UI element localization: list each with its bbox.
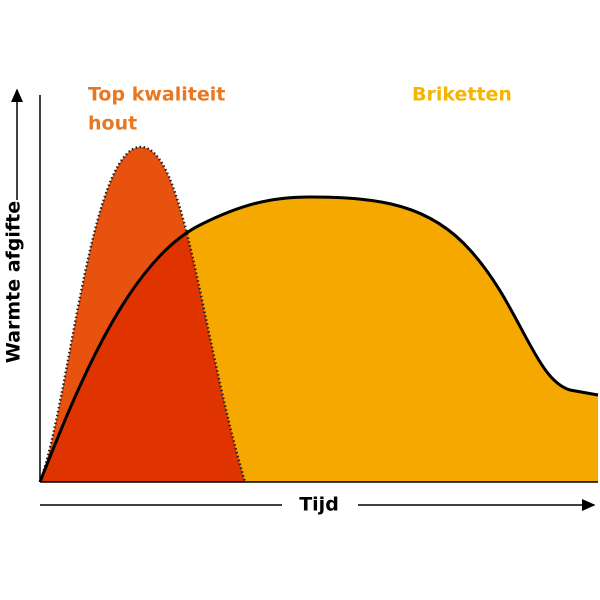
overlap-area [40,197,245,482]
briquette-curve [38,195,599,483]
wood-label: hout [88,113,137,135]
x-axis-label: Tijd [299,494,339,516]
wood-outline [38,145,247,483]
briquette-label: Briketten [412,84,512,106]
y-axis-label: Warmte afgifte [3,201,25,363]
wood-label: Top kwaliteit [88,84,225,106]
